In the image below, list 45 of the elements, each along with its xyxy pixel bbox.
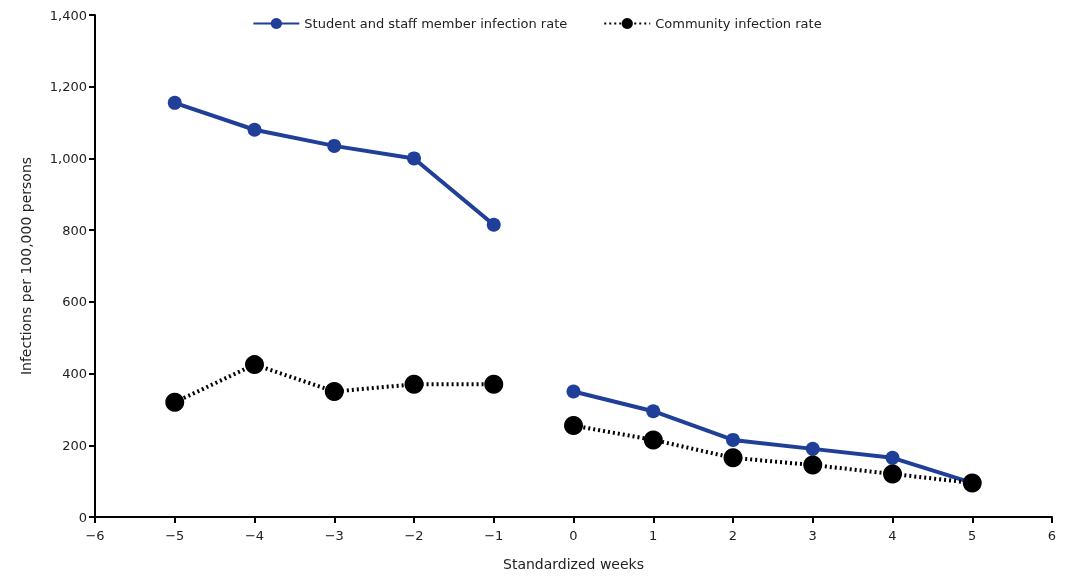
y-tick-label: 200: [62, 437, 87, 453]
y-tick-label: 800: [62, 222, 87, 238]
point: [883, 464, 902, 484]
y-tick-label: 1,000: [49, 150, 87, 166]
y-tick-label: 1,400: [49, 7, 87, 23]
point: [643, 430, 663, 450]
y-axis-title: Infections per 100,000 persons: [18, 156, 34, 376]
point: [723, 448, 743, 468]
point: [646, 404, 661, 419]
x-tick-label: −2: [404, 528, 424, 543]
x-tick-label: −1: [484, 528, 504, 543]
point: [486, 217, 501, 232]
x-tick-label: −4: [244, 528, 265, 543]
point: [327, 138, 342, 153]
x-tick-label: 6: [1047, 528, 1057, 543]
x-tick-label: 3: [808, 528, 817, 543]
y-tick-label: 400: [62, 366, 87, 382]
point: [167, 95, 182, 110]
y-tick-label: 1,200: [49, 79, 87, 95]
point: [885, 450, 900, 465]
point: [404, 374, 424, 394]
point: [805, 441, 820, 456]
y-tick-label: 0: [78, 509, 87, 525]
x-tick-label: −5: [165, 528, 185, 543]
x-tick-label: 1: [649, 528, 658, 543]
legend-label: Community infection rate: [655, 16, 822, 31]
x-tick-label: 0: [569, 528, 578, 543]
point: [407, 151, 421, 166]
x-tick-label: −6: [85, 528, 105, 543]
x-tick-label: −3: [324, 528, 344, 543]
point: [245, 355, 264, 375]
x-axis-title: Standardized weeks: [503, 556, 644, 572]
point: [566, 384, 581, 399]
legend-label: Student and staff member infection rate: [304, 16, 568, 31]
point: [726, 432, 740, 447]
point: [484, 374, 504, 394]
point: [165, 392, 185, 412]
point: [803, 455, 823, 475]
y-tick-label: 600: [62, 294, 87, 310]
x-tick-label: 4: [888, 528, 897, 543]
x-tick-label: 2: [728, 528, 738, 543]
point: [564, 416, 583, 436]
x-tick-label: 5: [968, 528, 977, 543]
point: [247, 122, 262, 137]
point: [324, 382, 344, 401]
